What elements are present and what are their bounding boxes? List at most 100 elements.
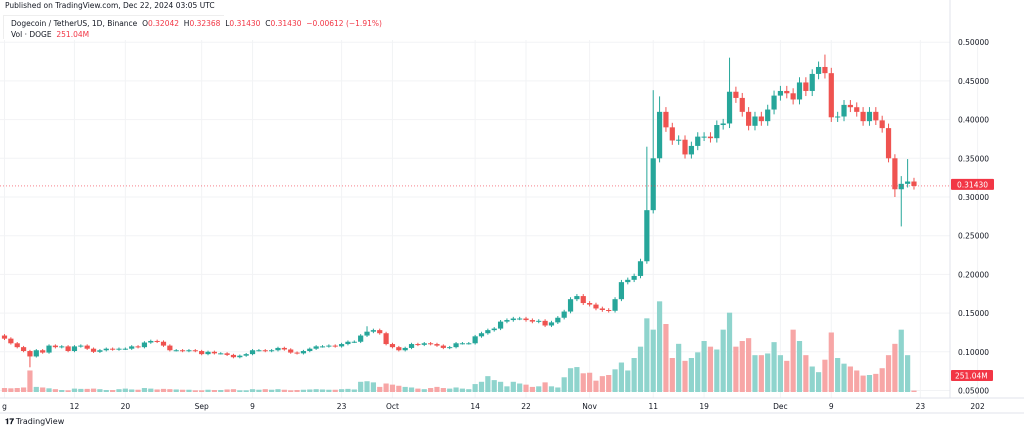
volume-bar [854, 370, 860, 392]
candle-body [90, 348, 97, 352]
volume-bar [631, 358, 637, 392]
candle-body [625, 279, 631, 283]
volume-bar [637, 346, 644, 392]
candle-body [326, 345, 332, 347]
volume-bar [383, 383, 389, 392]
candle-body [701, 136, 707, 138]
volume-bar [803, 355, 809, 392]
candle-body [408, 344, 415, 348]
volume-bar [746, 338, 752, 392]
candle-body [345, 341, 351, 345]
volume-bar [676, 343, 682, 392]
candle-body [491, 328, 497, 331]
volume-bar [377, 386, 383, 392]
time-tick-label: 9 [829, 402, 834, 411]
candle-body [815, 66, 822, 74]
volume-bar [307, 389, 313, 392]
volume-bar [599, 376, 605, 392]
volume-bar [205, 389, 211, 392]
volume-bar [281, 389, 287, 392]
candle-body [383, 333, 389, 345]
candle-body [338, 344, 345, 347]
candle-body [796, 82, 803, 100]
time-tick-label: Oct [386, 402, 399, 411]
price-tick-label: 0.25000 [958, 232, 989, 241]
candle-body [860, 111, 866, 122]
candle-body [733, 91, 739, 98]
last-price-label: 0.31430 [957, 180, 988, 189]
candle-body [364, 331, 370, 336]
volume-bar [765, 353, 771, 392]
close-label: C [265, 19, 271, 28]
volume-bar [110, 390, 116, 392]
volume-bar [313, 389, 319, 392]
candle-body [148, 340, 154, 343]
volume-row: Vol · DOGE 251.04M [11, 30, 89, 39]
volume-bar [523, 384, 529, 392]
volume-bar [186, 389, 192, 392]
volume-bar [650, 329, 656, 392]
candle-body [478, 333, 485, 337]
volume-bar [8, 388, 14, 392]
time-tick-label: Sep [195, 402, 209, 411]
volume-bar [822, 359, 828, 392]
ohlc-row: Dogecoin / TetherUS, 1D, Binance O0.3204… [11, 19, 382, 28]
candle-body [739, 97, 745, 112]
volume-bar [809, 366, 815, 392]
volume-bar [288, 390, 294, 392]
volume-bar [720, 329, 726, 392]
volume-bar [758, 355, 764, 392]
price-tick-label: 0.20000 [958, 270, 989, 279]
volume-bar [256, 389, 262, 392]
time-tick-label: 14 [470, 402, 480, 411]
volume-bar [726, 312, 733, 392]
candle-body [447, 347, 453, 349]
volume-bar [269, 389, 275, 392]
chart-legend: Dogecoin / TetherUS, 1D, Binance O0.3204… [3, 15, 382, 39]
volume-bar [828, 332, 834, 392]
candle-body [396, 347, 402, 351]
candle-body [230, 354, 237, 358]
candle-body [84, 345, 90, 349]
price-tick-label: 0.50000 [958, 38, 989, 47]
volume-bar [192, 390, 198, 392]
candle-body [587, 303, 593, 305]
candle-body [370, 330, 376, 332]
volume-bar [625, 370, 631, 392]
volume-bar [497, 381, 504, 392]
volume-bar [300, 389, 307, 392]
candle-body [847, 104, 853, 108]
volume-bar [408, 387, 415, 392]
candle-body [656, 111, 663, 159]
volume-bar [230, 389, 237, 392]
candle-body [440, 345, 446, 348]
candle-body [599, 308, 605, 311]
volume-bar [739, 341, 745, 392]
volume-bar [580, 373, 586, 392]
volume-bar [20, 387, 27, 392]
candle-body [269, 350, 275, 352]
price-tick-label: 0.10000 [958, 348, 989, 357]
volume-bar [199, 390, 205, 392]
candle-body [351, 341, 357, 343]
time-tick-label: 11 [648, 402, 658, 411]
tradingview-logo[interactable]: 𝟏𝟕 TradingView [5, 417, 64, 427]
volume-bar [326, 389, 332, 392]
volume-bar [879, 368, 885, 392]
candle-body [421, 343, 427, 345]
candle-body [669, 127, 675, 141]
symbol-title[interactable]: Dogecoin / TetherUS, 1D, Binance [11, 19, 138, 28]
volume-bar [116, 389, 122, 392]
price-tick-label: 0.45000 [958, 77, 989, 86]
volume-bar [510, 381, 516, 392]
volume-bar [40, 387, 46, 392]
close-value: 0.31430 [270, 19, 302, 28]
volume-title[interactable]: Vol · DOGE [11, 30, 52, 39]
price-tick-label: 0.40000 [958, 116, 989, 125]
candle-body [637, 261, 644, 276]
candle-body [879, 120, 885, 129]
volume-bar [52, 389, 58, 392]
volume-bar [402, 386, 408, 392]
candle-body [33, 350, 39, 357]
